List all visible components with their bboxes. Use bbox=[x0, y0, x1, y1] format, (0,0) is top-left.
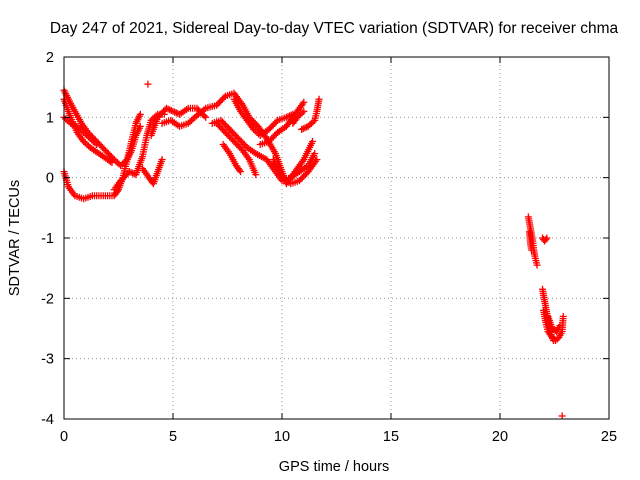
data-point bbox=[235, 166, 243, 174]
data-point bbox=[553, 335, 561, 343]
y-tick-label: -4 bbox=[41, 412, 54, 428]
data-point bbox=[83, 131, 91, 139]
data-point bbox=[298, 125, 306, 133]
x-tick-label: 25 bbox=[601, 429, 617, 445]
data-point bbox=[548, 334, 556, 342]
x-tick-label: 15 bbox=[383, 429, 399, 445]
data-point bbox=[250, 125, 258, 133]
data-point bbox=[76, 125, 84, 133]
data-point bbox=[251, 127, 259, 135]
data-point bbox=[300, 107, 308, 115]
data-point bbox=[166, 106, 174, 114]
data-point bbox=[167, 107, 175, 115]
data-point bbox=[158, 156, 166, 164]
data-points bbox=[60, 80, 567, 420]
data-point bbox=[63, 116, 71, 124]
data-point bbox=[88, 136, 96, 144]
data-point bbox=[89, 137, 97, 145]
data-point bbox=[81, 139, 89, 147]
data-point bbox=[62, 115, 70, 123]
data-point bbox=[282, 113, 290, 121]
data-point bbox=[313, 156, 321, 164]
data-point bbox=[552, 337, 560, 345]
y-tick-label: 0 bbox=[46, 171, 54, 187]
outlier-point bbox=[558, 412, 566, 420]
x-tick-label: 0 bbox=[60, 429, 68, 445]
data-point bbox=[309, 137, 317, 145]
data-point bbox=[528, 246, 536, 254]
data-point bbox=[295, 112, 303, 120]
data-point bbox=[189, 115, 197, 123]
data-point bbox=[171, 108, 179, 116]
data-point bbox=[184, 119, 192, 127]
data-point bbox=[125, 168, 133, 176]
data-point bbox=[109, 154, 117, 162]
data-point bbox=[186, 118, 194, 126]
data-point bbox=[81, 130, 89, 138]
data-point bbox=[306, 121, 314, 129]
data-point bbox=[68, 120, 76, 128]
data-point bbox=[80, 137, 88, 145]
y-tick-label: -2 bbox=[41, 291, 54, 307]
data-point bbox=[298, 109, 306, 117]
data-point bbox=[307, 119, 315, 127]
data-point bbox=[556, 321, 564, 329]
data-point bbox=[301, 124, 309, 132]
x-tick-label: 5 bbox=[169, 429, 177, 445]
data-point bbox=[162, 104, 170, 112]
data-point bbox=[83, 140, 91, 148]
axis-ticks: 0 5 10 15 20 25 -4 -3 -2 -1 0 1 2 bbox=[41, 50, 617, 445]
data-point bbox=[252, 171, 260, 179]
data-point bbox=[299, 125, 307, 133]
data-point bbox=[136, 110, 144, 118]
data-point bbox=[169, 107, 177, 115]
y-tick-label: -3 bbox=[41, 352, 54, 368]
data-point bbox=[304, 122, 312, 130]
data-point bbox=[73, 122, 81, 130]
x-axis-label: GPS time / hours bbox=[279, 459, 389, 475]
y-axis-label: SDTVAR / TECUs bbox=[7, 180, 23, 296]
data-point bbox=[543, 234, 551, 242]
x-tick-label: 10 bbox=[274, 429, 290, 445]
data-point bbox=[117, 162, 125, 170]
data-point bbox=[75, 124, 83, 132]
chart-title: Day 247 of 2021, Sidereal Day-to-day VTE… bbox=[50, 20, 619, 37]
y-tick-label: 2 bbox=[46, 50, 54, 66]
data-point bbox=[80, 128, 88, 136]
data-point bbox=[108, 159, 116, 167]
data-point bbox=[253, 128, 261, 136]
data-point bbox=[533, 261, 541, 269]
data-point bbox=[202, 113, 210, 121]
data-point bbox=[67, 119, 75, 127]
outlier-point bbox=[144, 80, 152, 88]
data-point bbox=[86, 134, 94, 142]
data-point bbox=[272, 118, 280, 126]
data-point bbox=[164, 105, 172, 113]
data-point bbox=[107, 158, 115, 166]
data-point bbox=[293, 113, 301, 121]
data-point bbox=[147, 116, 155, 124]
data-point bbox=[85, 133, 93, 141]
data-point bbox=[200, 112, 208, 120]
data-point bbox=[542, 236, 550, 244]
data-point bbox=[559, 312, 567, 320]
data-point bbox=[311, 150, 319, 158]
data-point bbox=[300, 98, 308, 106]
data-point bbox=[93, 140, 101, 148]
data-point bbox=[188, 116, 196, 124]
x-tick-label: 20 bbox=[492, 429, 508, 445]
data-point bbox=[78, 127, 86, 135]
data-point bbox=[70, 121, 78, 129]
data-point bbox=[315, 95, 323, 103]
data-point bbox=[237, 168, 245, 176]
data-point bbox=[297, 110, 305, 118]
data-point bbox=[309, 118, 317, 126]
data-point bbox=[91, 139, 99, 147]
data-point bbox=[220, 94, 228, 102]
y-tick-label: 1 bbox=[46, 110, 54, 126]
data-point bbox=[136, 122, 144, 130]
y-tick-label: -1 bbox=[41, 231, 54, 247]
